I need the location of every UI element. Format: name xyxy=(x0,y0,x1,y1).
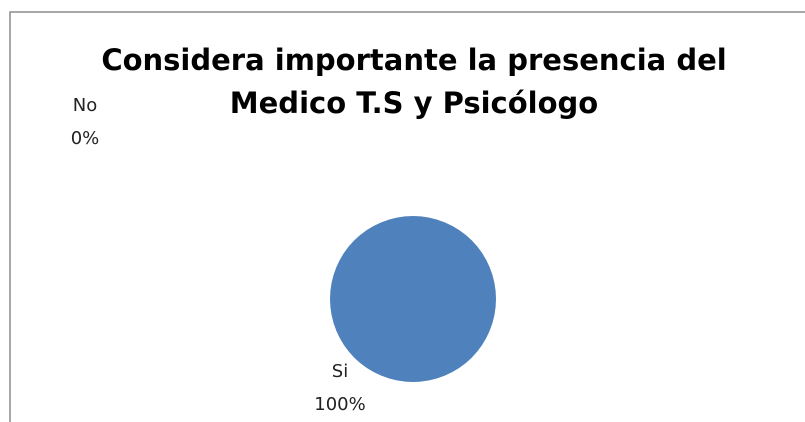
chart-frame xyxy=(9,11,805,422)
slice-label: Si xyxy=(332,361,348,382)
slice-value-label: 0% xyxy=(71,128,100,149)
chart-title: Medico T.S y Psicólogo xyxy=(230,86,598,120)
slice-label: No xyxy=(73,95,97,116)
pie-slice xyxy=(330,216,496,382)
slice-value-label: 100% xyxy=(314,394,365,415)
chart-title: Considera importante la presencia del xyxy=(101,43,726,77)
